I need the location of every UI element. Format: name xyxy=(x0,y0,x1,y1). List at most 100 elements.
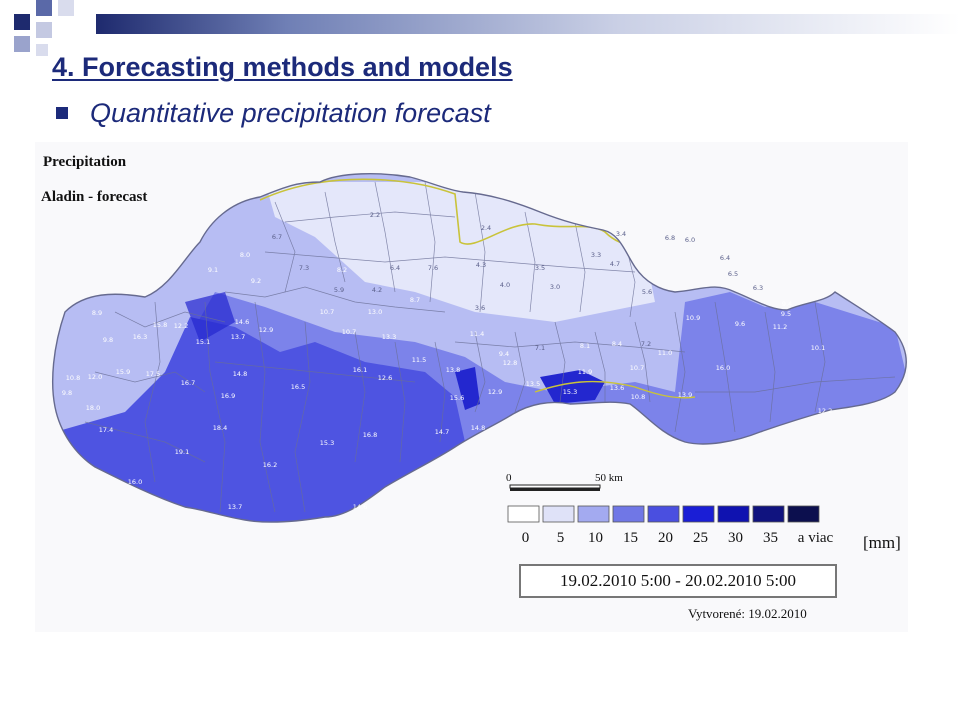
district-value-label: 14.8 xyxy=(233,370,247,378)
corner-square-faint-2 xyxy=(36,44,48,56)
district-value-label: 8.2 xyxy=(337,266,347,274)
district-value-label: 16.0 xyxy=(128,478,142,486)
legend-swatch xyxy=(647,505,680,523)
district-value-label: 16.2 xyxy=(263,461,277,469)
district-value-label: 12.9 xyxy=(488,388,502,396)
district-value-label: 8.9 xyxy=(92,309,102,317)
district-value-label: 13.9 xyxy=(678,391,692,399)
district-value-label: 12.8 xyxy=(503,359,517,367)
region-border-south xyxy=(534,380,696,399)
legend-swatches xyxy=(507,505,820,523)
district-value-label: 10.7 xyxy=(342,328,356,336)
district-value-label: 13.8 xyxy=(446,366,460,374)
district-value-label: 13.7 xyxy=(228,503,242,511)
legend-swatch xyxy=(542,505,575,523)
district-value-label: 17.4 xyxy=(99,426,113,434)
district-value-label: 9.8 xyxy=(103,336,113,344)
legend-tick-label: 0 xyxy=(521,530,530,546)
district-value-label: 10.9 xyxy=(686,314,700,322)
corner-square-dark xyxy=(14,14,30,30)
district-value-label: 6.7 xyxy=(272,233,282,241)
legend-swatch xyxy=(612,505,645,523)
district-value-label: 13.3 xyxy=(382,333,396,341)
district-value-label: 15.3 xyxy=(563,388,577,396)
district-borders xyxy=(84,181,896,513)
district-value-label: 12.9 xyxy=(259,326,273,334)
created-date: Vytvorené: 19.02.2010 xyxy=(688,606,807,621)
district-value-label: 2.2 xyxy=(370,211,380,219)
zone-dark-central xyxy=(455,367,480,410)
district-value-label: 10.8 xyxy=(66,374,80,382)
district-value-label: 14.7 xyxy=(435,428,449,436)
corner-square-light xyxy=(14,36,30,52)
district-value-label: 16.7 xyxy=(181,379,195,387)
district-value-label: 12.2 xyxy=(818,407,832,415)
district-value-label: 4.7 xyxy=(610,260,620,268)
district-value-label: 19.1 xyxy=(175,448,189,456)
district-value-label: 3.0 xyxy=(550,283,560,291)
district-value-label: 8.4 xyxy=(612,340,622,348)
forecast-period-box: 19.02.2010 5:00 - 20.02.2010 5:00 xyxy=(519,564,837,598)
map-title: Precipitation xyxy=(43,154,127,170)
district-value-label: 13.6 xyxy=(610,384,624,392)
district-value-label: 7.3 xyxy=(299,264,309,272)
district-value-label: 10.8 xyxy=(631,393,645,401)
header-gradient-bar xyxy=(96,14,960,34)
district-value-label: 11.2 xyxy=(773,323,787,331)
legend-tick-label: 25 xyxy=(693,530,708,546)
district-value-label: 9.2 xyxy=(251,277,261,285)
district-value-label: 3.3 xyxy=(591,251,601,259)
district-value-label: 16.8 xyxy=(363,431,377,439)
district-value-label: 11.9 xyxy=(578,368,592,376)
district-value-label: 18.0 xyxy=(86,404,100,412)
zone-dark-west xyxy=(185,292,235,342)
region-border-north xyxy=(259,178,666,263)
district-value-label: 16.0 xyxy=(716,364,730,372)
district-value-label: 15.1 xyxy=(196,338,210,346)
district-value-label: 6.3 xyxy=(753,284,763,292)
scale-start-label: 0 xyxy=(506,472,512,484)
district-value-label: 7.2 xyxy=(641,340,651,348)
district-value-label: 15.6 xyxy=(450,394,464,402)
legend-tick-label: a viac xyxy=(797,530,834,546)
district-value-label: 4.2 xyxy=(372,286,382,294)
district-value-label: 6.8 xyxy=(665,234,675,242)
legend-swatch xyxy=(787,505,820,523)
legend-tick-label: 35 xyxy=(763,530,778,546)
district-value-label: 9.8 xyxy=(62,389,72,397)
slide-title: 4. Forecasting methods and models xyxy=(52,52,513,82)
district-value-label: 8.7 xyxy=(410,296,420,304)
district-value-label: 11.5 xyxy=(412,356,426,364)
district-value-label: 11.4 xyxy=(470,330,484,338)
bullet-marker xyxy=(56,107,68,119)
legend-tick-label: 5 xyxy=(556,530,565,546)
corner-square-pale xyxy=(36,22,52,38)
district-value-label: 7.6 xyxy=(428,264,438,272)
district-value-label: 2.4 xyxy=(481,224,491,232)
district-value-label: 4.3 xyxy=(476,261,486,269)
legend-tick-label: 20 xyxy=(658,530,673,546)
district-value-label: 17.5 xyxy=(146,370,160,378)
district-value-label: 10.7 xyxy=(630,364,644,372)
district-value-label: 12.0 xyxy=(88,373,102,381)
district-value-label: 9.1 xyxy=(208,266,218,274)
district-value-label: 16.3 xyxy=(133,333,147,341)
legend-tick-label: 10 xyxy=(588,530,603,546)
district-value-label: 3.4 xyxy=(616,230,626,238)
district-value-label: 3.5 xyxy=(535,264,545,272)
district-value-label: 13.5 xyxy=(526,380,540,388)
district-value-label: 9.4 xyxy=(499,350,509,358)
district-value-label: 9.5 xyxy=(781,310,791,318)
district-value-label: 8.1 xyxy=(580,342,590,350)
legend-swatch xyxy=(717,505,750,523)
precipitation-map: 8.9 9.8 10.8 9.8 12.0 18.0 17.4 16.0 15.9 16.3 15.… xyxy=(35,142,908,632)
legend-unit: [mm] xyxy=(863,533,901,552)
district-value-label: 10.1 xyxy=(811,344,825,352)
district-value-labels: 8.9 9.8 10.8 9.8 12.0 18.0 17.4 16.0 15.9 16.3 15.… xyxy=(62,211,832,511)
district-value-label: 16.9 xyxy=(221,392,235,400)
legend-swatch xyxy=(682,505,715,523)
legend-swatch xyxy=(507,505,540,523)
zone-dark-south xyxy=(540,370,605,404)
district-value-label: 15.8 xyxy=(153,321,167,329)
map-canvas: 8.9 9.8 10.8 9.8 12.0 18.0 17.4 16.0 15.9 16.3 15.… xyxy=(51,173,907,523)
